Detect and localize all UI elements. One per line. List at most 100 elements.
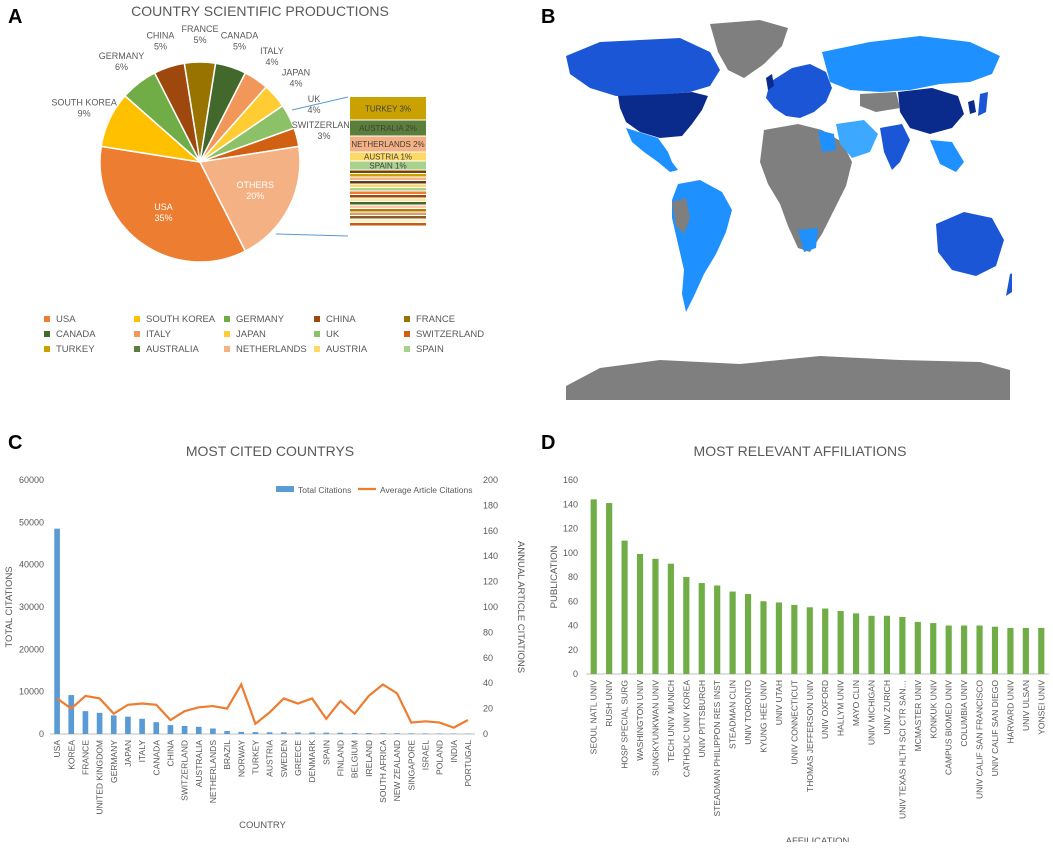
legend-swatch bbox=[404, 331, 410, 338]
svg-text:9%: 9% bbox=[78, 109, 91, 119]
map-korea bbox=[968, 100, 976, 114]
c-ytick: 60000 bbox=[19, 475, 44, 485]
panel-letter-b: B bbox=[541, 6, 556, 28]
d-xtick: UNIV TEXAS HLTH SCI CTR SAN… bbox=[897, 680, 907, 819]
d-ytick: 80 bbox=[568, 572, 578, 582]
legend-item-switzerland: SWITZERLAND bbox=[404, 329, 484, 340]
d-bar bbox=[930, 623, 937, 674]
d-bar bbox=[606, 503, 613, 674]
legend-item-france: FRANCE bbox=[404, 314, 455, 325]
d-xlabel: AFFILICATION bbox=[786, 836, 850, 842]
c-bar bbox=[125, 716, 131, 734]
others-minor-stripe bbox=[350, 219, 426, 222]
legend-item-netherlands: NETHERLANDS bbox=[224, 344, 307, 355]
others-minor-stripe bbox=[350, 209, 426, 212]
d-bar bbox=[899, 617, 906, 674]
map-central-asia bbox=[860, 92, 900, 112]
d-bar bbox=[775, 602, 783, 674]
c-xtick: NETHERLANDS bbox=[208, 740, 218, 804]
d-xtick: TECH UNIV MUNICH bbox=[666, 680, 676, 762]
affiliations-chart: 0 20 40 60 80 100 120 140 160 SEOUL NATL UNIV RUSH… bbox=[549, 475, 1049, 842]
d-bar bbox=[837, 610, 844, 674]
c-bar bbox=[110, 715, 117, 734]
others-minor-stripe bbox=[350, 202, 426, 205]
map-middle-east bbox=[836, 120, 878, 158]
others-minor-stripe bbox=[350, 205, 426, 208]
others-minor-stripe bbox=[350, 195, 426, 198]
others-stripe: AUSTRIA 1% bbox=[350, 152, 426, 162]
legend-swatch bbox=[404, 346, 410, 353]
others-leader-top bbox=[291, 96, 349, 111]
c-y2tick: 160 bbox=[483, 526, 498, 536]
legend-label: TURKEY bbox=[56, 344, 95, 355]
pie-slice-others bbox=[198, 145, 301, 253]
svg-text:4%: 4% bbox=[265, 57, 278, 67]
c-xtick: NEW ZEALAND bbox=[392, 740, 402, 801]
c-xtick: BELGIUM bbox=[350, 740, 360, 778]
map-antarctica bbox=[566, 356, 1010, 400]
map-usa bbox=[618, 92, 708, 138]
c-xtick: SWEDEN bbox=[279, 740, 289, 777]
svg-text:5%: 5% bbox=[233, 41, 246, 51]
legend-swatch bbox=[404, 316, 410, 323]
c-xtick: FRANCE bbox=[80, 740, 90, 775]
c-bar bbox=[210, 728, 216, 734]
others-minor-stripe bbox=[350, 184, 426, 187]
c-ytick: 30000 bbox=[19, 602, 44, 612]
others-minor-stripe bbox=[350, 216, 426, 219]
d-xtick: MCMASTER UNIV bbox=[913, 680, 923, 752]
d-bar bbox=[683, 577, 690, 674]
legend-item-usa: USA bbox=[44, 314, 76, 325]
d-xtick: SEOUL NATL UNIV bbox=[589, 680, 599, 755]
d-ytick: 140 bbox=[563, 499, 578, 509]
legend-label: SPAIN bbox=[416, 344, 444, 355]
d-bar bbox=[760, 601, 767, 674]
d-bar bbox=[852, 613, 860, 674]
d-xtick: HARVARD UNIV bbox=[1005, 680, 1015, 744]
svg-text:6%: 6% bbox=[115, 62, 128, 72]
c-bar bbox=[238, 731, 245, 734]
map-uk bbox=[766, 74, 774, 90]
c-bar bbox=[68, 695, 75, 734]
c-xtick: POLAND bbox=[435, 740, 445, 775]
svg-text:35%: 35% bbox=[155, 213, 173, 223]
svg-text:NETHERLANDS 2%: NETHERLANDS 2% bbox=[351, 140, 424, 149]
svg-text:ITALY: ITALY bbox=[260, 46, 284, 56]
d-bar bbox=[667, 563, 674, 674]
legend-swatch bbox=[224, 316, 230, 323]
c-xtick: PORTUGAL bbox=[463, 740, 473, 787]
legend-label: UK bbox=[326, 329, 340, 340]
legend-item-italy: ITALY bbox=[134, 329, 171, 340]
c-y2tick: 180 bbox=[483, 500, 498, 510]
d-bar bbox=[961, 625, 968, 674]
map-europe bbox=[766, 64, 832, 118]
c-bar bbox=[224, 731, 230, 734]
legend-label: JAPAN bbox=[236, 329, 266, 340]
c-bar bbox=[195, 726, 202, 734]
c-bar bbox=[436, 733, 443, 734]
legend-swatch bbox=[224, 331, 230, 338]
c-xtick: FINLAND bbox=[335, 740, 345, 776]
others-minor-stripe bbox=[350, 198, 426, 201]
d-bar bbox=[590, 499, 597, 674]
svg-text:SOUTH KOREA: SOUTH KOREA bbox=[51, 98, 117, 108]
legend-item-spain: SPAIN bbox=[404, 344, 444, 355]
svg-text:AUSTRALIA 2%: AUSTRALIA 2% bbox=[359, 124, 417, 133]
d-bar bbox=[729, 591, 736, 674]
c-y2label: ANNUAL ARTICLE CITATIONS bbox=[515, 541, 526, 673]
map-new-zealand bbox=[1006, 273, 1012, 296]
d-xtick: STEADMAN PHILIPPON RES INST bbox=[712, 680, 722, 817]
legend-item-australia: AUSTRALIA bbox=[134, 344, 199, 355]
legend-label: CANADA bbox=[56, 329, 96, 340]
d-bar bbox=[714, 585, 721, 674]
c-legend-bar-label: Total Citations bbox=[298, 485, 351, 495]
others-stripe: TURKEY 3% bbox=[350, 97, 426, 120]
map-greenland bbox=[710, 20, 788, 78]
c-ytick: 50000 bbox=[19, 517, 44, 527]
legend-item-austria: AUSTRIA bbox=[314, 344, 367, 355]
c-xtick: SINGAPORE bbox=[406, 740, 416, 791]
d-bar bbox=[698, 583, 705, 674]
